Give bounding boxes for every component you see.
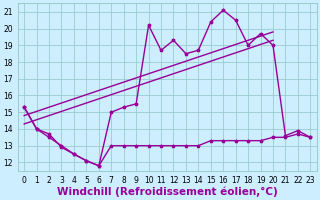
X-axis label: Windchill (Refroidissement éolien,°C): Windchill (Refroidissement éolien,°C) [57,186,278,197]
